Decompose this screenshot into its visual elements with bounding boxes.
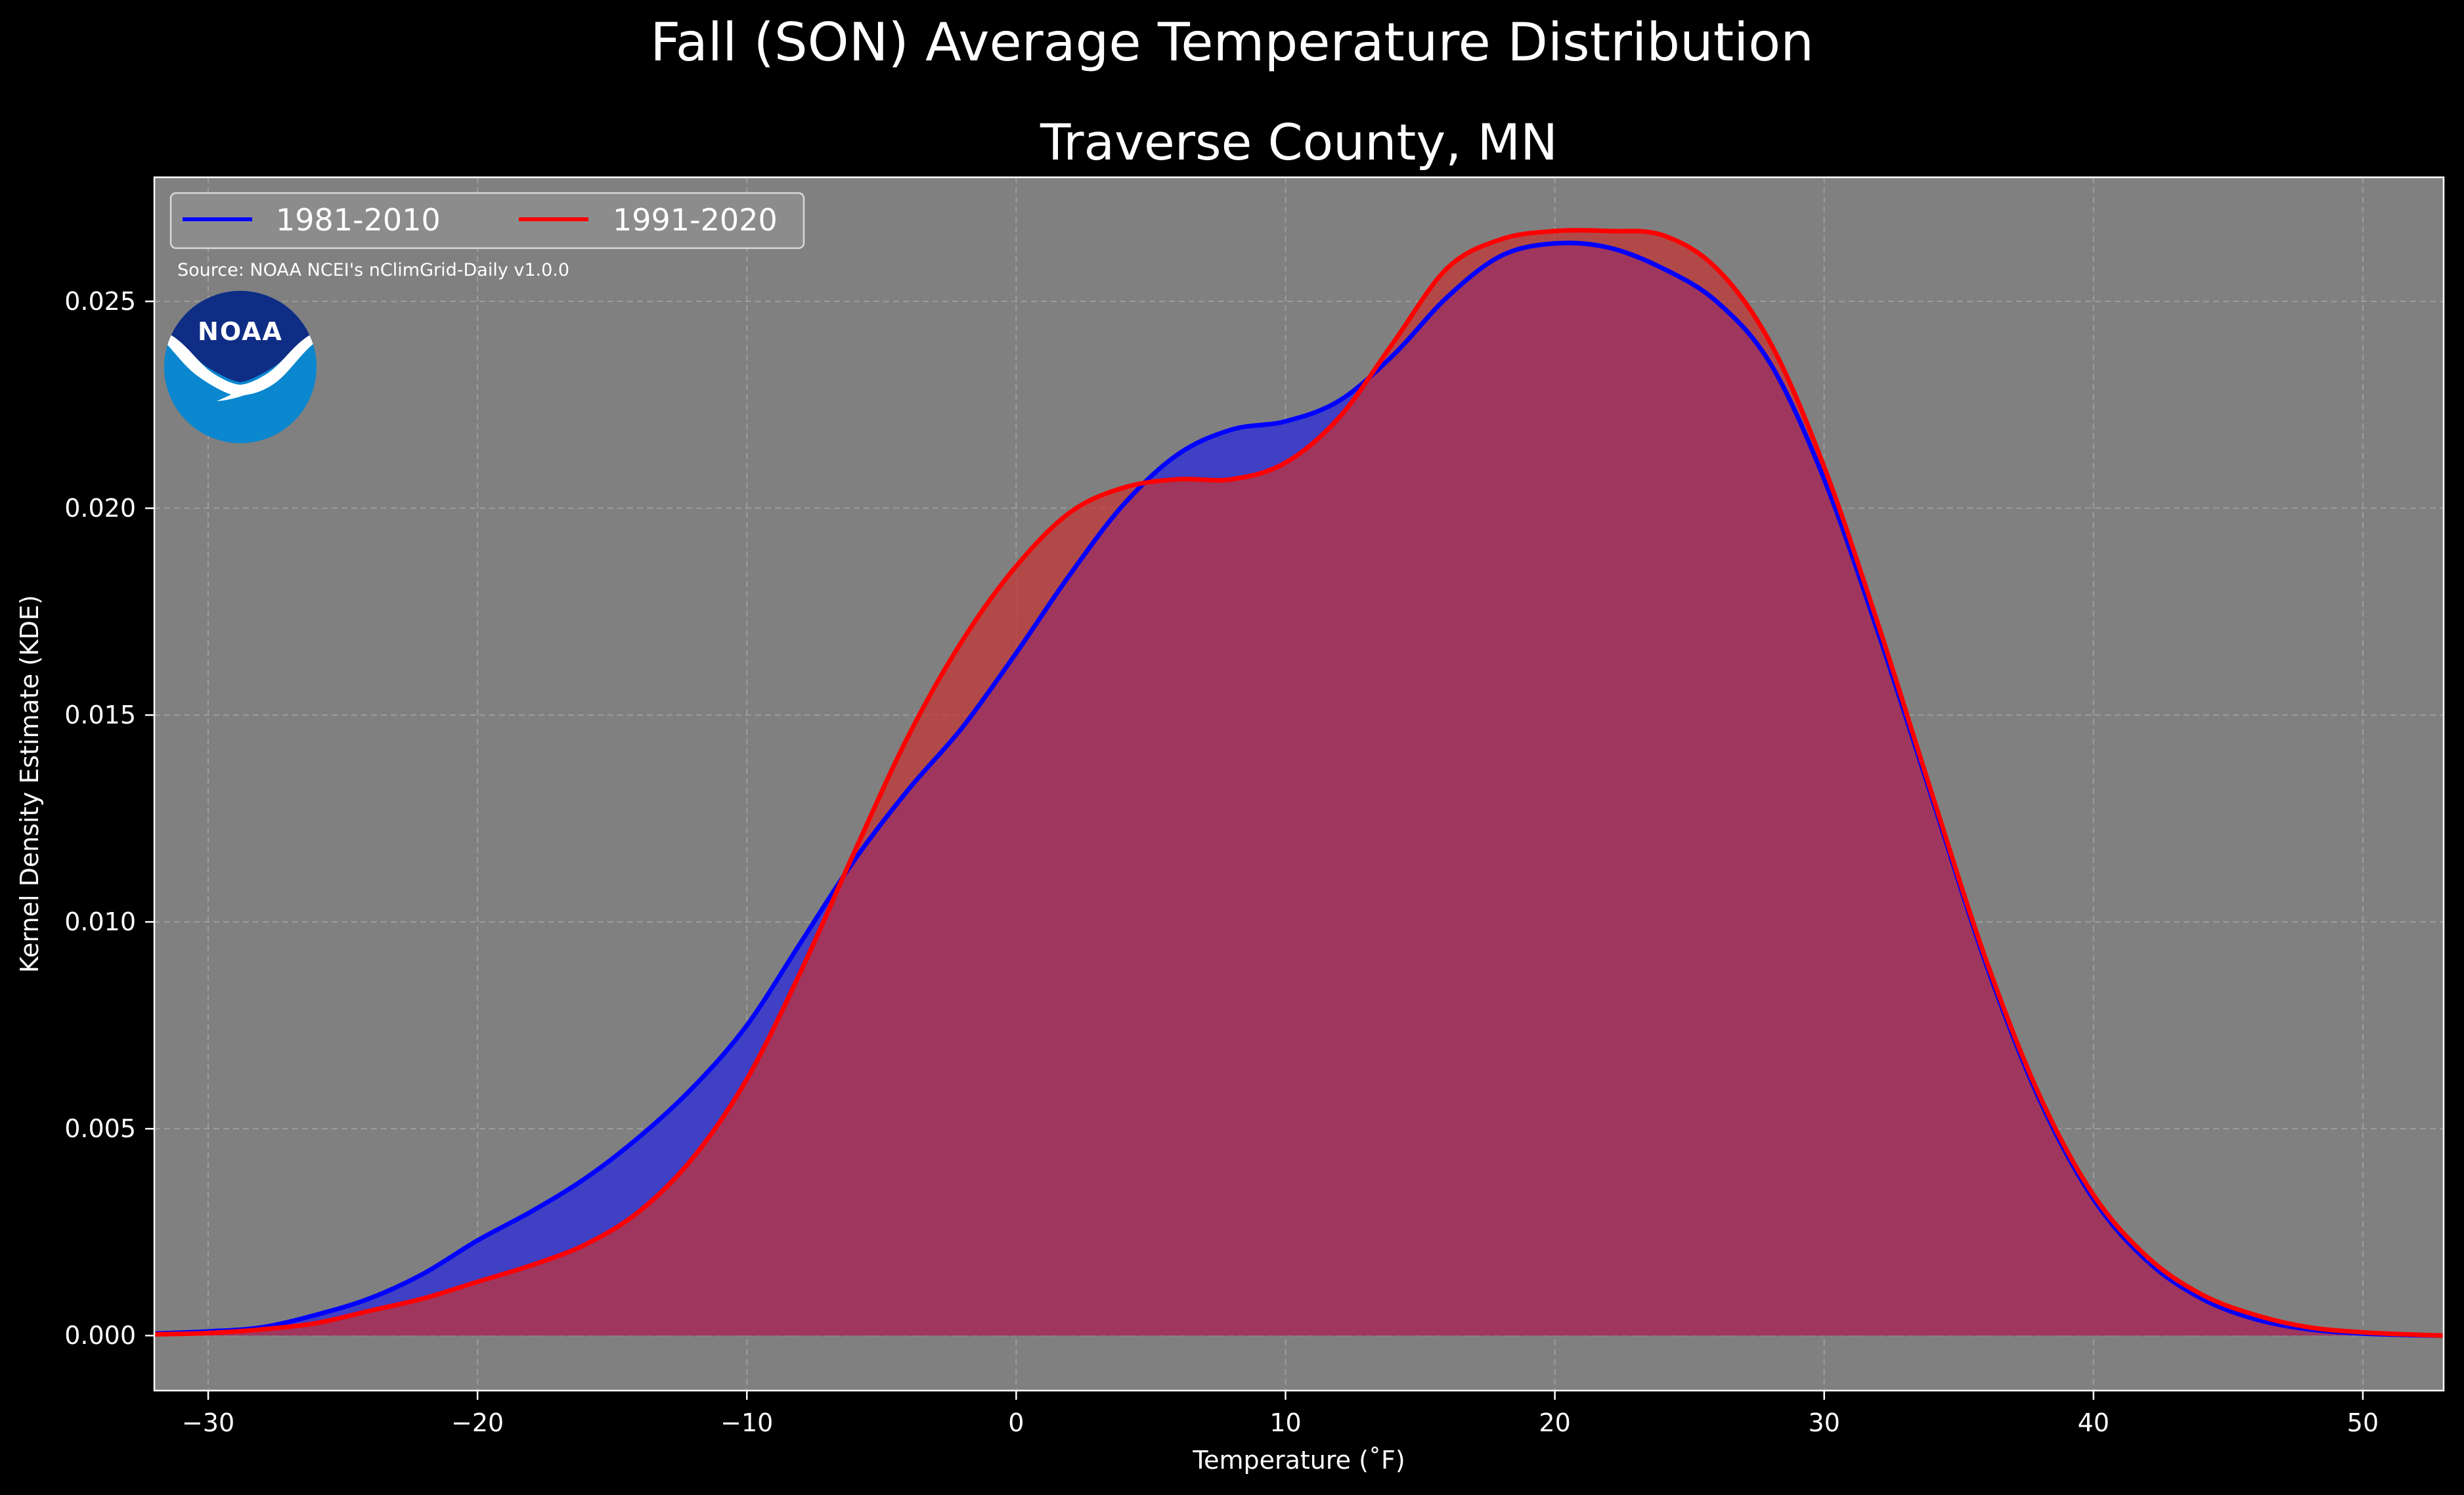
legend-label-1991-2020: 1991-2020 [613, 202, 778, 238]
y-axis-ticks: 0.000 0.005 0.010 0.015 0.020 0.025 [64, 287, 154, 1350]
x-tick-label: −30 [182, 1408, 234, 1437]
plot-frame [153, 176, 2445, 1392]
legend-label-1981-2010: 1981-2010 [276, 202, 441, 238]
x-tick-label: 50 [2347, 1408, 2379, 1437]
source-note: Source: NOAA NCEI's nClimGrid-Daily v1.0… [177, 260, 569, 280]
legend: 1981-2010 1991-2020 [169, 192, 805, 249]
y-tick-label: 0.005 [64, 1114, 136, 1143]
y-axis-label: Kernel Density Estimate (KDE) [15, 595, 44, 973]
y-tick-label: 0.020 [64, 494, 136, 523]
series-fill-1991-2020 [154, 230, 2444, 1336]
x-axis-label: Temperature (˚F) [1192, 1446, 1405, 1475]
x-tick-label: 40 [2078, 1408, 2109, 1437]
y-tick-label: 0.015 [64, 701, 136, 729]
series-lines [154, 228, 2444, 1338]
x-tick-label: −10 [720, 1408, 773, 1437]
x-tick-label: 30 [1809, 1408, 1840, 1437]
noaa-logo-upper [164, 291, 317, 382]
x-tick-label: 0 [1008, 1408, 1024, 1437]
figure-suptitle: Fall (SON) Average Temperature Distribut… [650, 12, 1814, 73]
x-tick-label: −20 [451, 1408, 504, 1437]
noaa-logo-text: NOAA [198, 317, 283, 346]
legend-box [169, 192, 805, 249]
x-tick-label: 20 [1539, 1408, 1570, 1437]
noaa-logo: NOAA [164, 291, 317, 443]
noaa-logo-bird [164, 332, 317, 401]
chart-title: Traverse County, MN [1040, 113, 1558, 171]
y-tick-label: 0.000 [64, 1321, 136, 1350]
x-axis-ticks: −30 −20 −10 0 10 20 30 40 50 [182, 1391, 2379, 1437]
x-tick-label: 10 [1269, 1408, 1301, 1437]
y-tick-label: 0.010 [64, 907, 136, 936]
series-line-1991-2020 [154, 228, 2444, 1338]
series-fills [154, 230, 2444, 1336]
y-tick-label: 0.025 [64, 287, 136, 316]
